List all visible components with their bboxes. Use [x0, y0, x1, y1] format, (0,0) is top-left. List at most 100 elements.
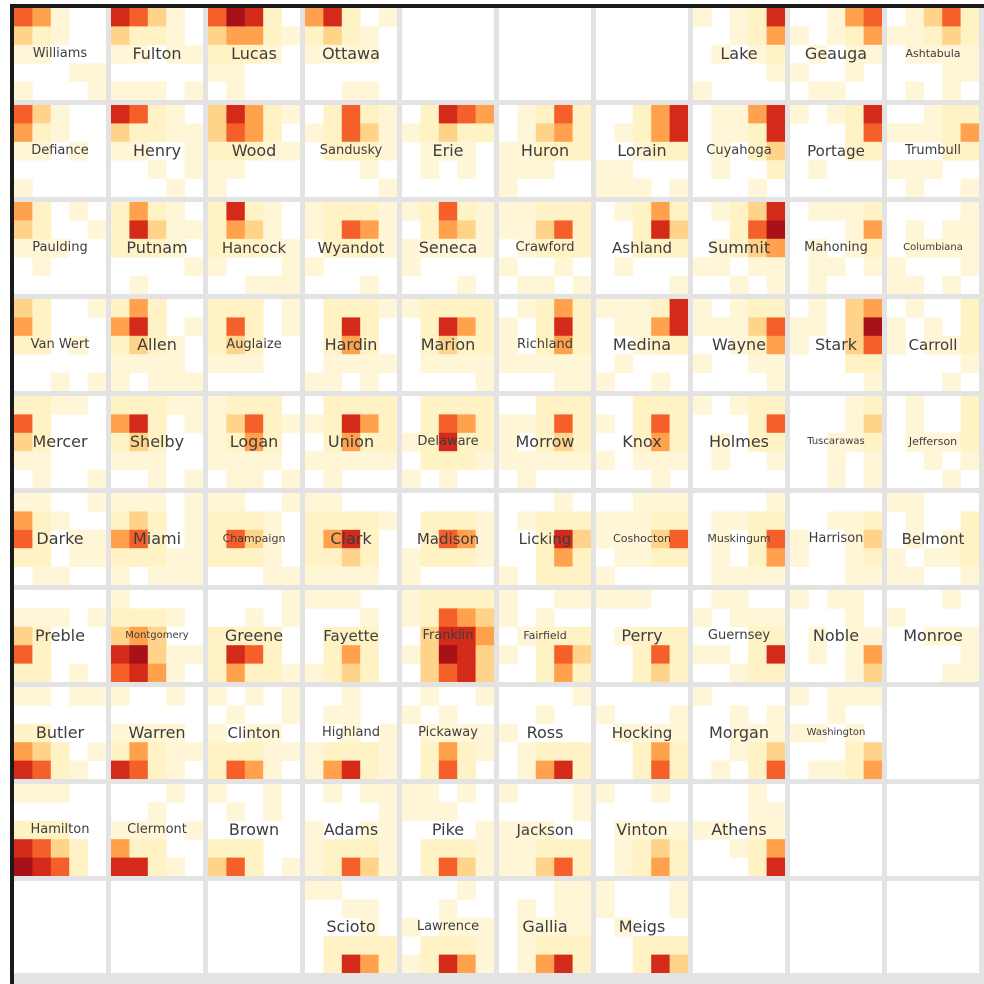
- heat-cell: [748, 142, 767, 161]
- heat-cell: [845, 664, 864, 682]
- tile-heatmap: [305, 396, 397, 488]
- heat-cell: [573, 354, 591, 373]
- heat-cell: [864, 142, 882, 161]
- heat-cell: [730, 220, 749, 239]
- heat-cell: [69, 202, 88, 221]
- heat-cell: [148, 470, 167, 488]
- heat-cell: [305, 881, 324, 900]
- heat-cell: [693, 687, 712, 706]
- heat-cell: [129, 239, 148, 258]
- heat-cell: [536, 761, 555, 779]
- heat-cell: [767, 45, 785, 64]
- heat-cell: [129, 105, 148, 124]
- county-tile: Hancock: [208, 202, 300, 294]
- heat-cell: [166, 8, 185, 27]
- heat-cell: [32, 511, 51, 530]
- heat-cell: [711, 202, 730, 221]
- heat-cell: [32, 608, 51, 627]
- heat-cell: [633, 821, 652, 840]
- heat-cell: [536, 567, 555, 585]
- heat-cell: [32, 8, 51, 27]
- heat-cell: [129, 664, 148, 682]
- heat-cell: [379, 511, 397, 530]
- heat-cell: [457, 276, 476, 294]
- heat-cell: [864, 336, 882, 355]
- heat-cell: [402, 239, 421, 258]
- heat-cell: [282, 742, 300, 761]
- county-tile: Preble: [14, 590, 106, 682]
- heat-cell: [148, 8, 167, 27]
- county-tile: Lorain: [596, 105, 688, 197]
- heat-cell: [536, 936, 555, 955]
- heat-cell: [148, 627, 167, 646]
- heat-cell: [651, 645, 670, 664]
- heat-cell: [379, 354, 397, 373]
- heat-cell: [476, 105, 494, 124]
- heat-cell: [323, 705, 342, 724]
- heat-cell: [420, 239, 439, 258]
- heat-cell: [14, 821, 33, 840]
- heat-cell: [226, 336, 245, 355]
- heat-cell: [245, 548, 264, 567]
- tile-heatmap: [790, 299, 882, 391]
- heat-cell: [420, 548, 439, 567]
- heat-cell: [808, 317, 827, 336]
- heat-cell: [360, 451, 379, 470]
- heat-cell: [185, 160, 203, 179]
- heat-cell: [961, 63, 979, 82]
- heat-cell: [439, 899, 458, 918]
- heat-cell: [730, 724, 749, 743]
- heat-cell: [845, 220, 864, 239]
- heat-cell: [282, 664, 300, 682]
- heat-cell: [476, 627, 494, 646]
- heat-cell: [573, 396, 591, 415]
- heat-cell: [342, 530, 361, 549]
- heat-cell: [554, 373, 573, 391]
- heat-cell: [208, 45, 227, 64]
- county-tile: Seneca: [402, 202, 494, 294]
- heat-cell: [111, 645, 130, 664]
- tile-heatmap: [693, 105, 785, 197]
- heat-cell: [323, 645, 342, 664]
- heat-cell: [129, 317, 148, 336]
- heat-cell: [748, 839, 767, 858]
- heat-cell: [748, 220, 767, 239]
- heat-cell: [633, 858, 652, 876]
- county-tile: Hardin: [305, 299, 397, 391]
- heat-cell: [32, 645, 51, 664]
- heat-cell: [633, 742, 652, 761]
- heat-cell: [185, 123, 203, 142]
- heat-cell: [942, 627, 961, 646]
- heat-cell: [379, 839, 397, 858]
- heat-cell: [111, 590, 130, 609]
- heat-cell: [633, 493, 652, 512]
- heat-cell: [439, 317, 458, 336]
- heat-cell: [614, 918, 633, 937]
- heat-cell: [14, 26, 33, 45]
- heat-cell: [263, 742, 282, 761]
- heat-cell: [536, 858, 555, 876]
- county-tile: Warren: [111, 687, 203, 779]
- heat-cell: [748, 627, 767, 646]
- heat-cell: [633, 724, 652, 743]
- heat-cell: [402, 705, 421, 724]
- heat-cell: [651, 493, 670, 512]
- heat-cell: [827, 687, 846, 706]
- heat-cell: [439, 142, 458, 161]
- heat-cell: [924, 26, 943, 45]
- heat-cell: [554, 590, 573, 609]
- tile-heatmap: [305, 687, 397, 779]
- heat-cell: [148, 354, 167, 373]
- heat-cell: [942, 142, 961, 161]
- heat-cell: [670, 220, 688, 239]
- heat-cell: [845, 336, 864, 355]
- county-tile: Jefferson: [887, 396, 979, 488]
- heat-cell: [185, 645, 203, 664]
- heat-cell: [499, 142, 518, 161]
- heat-cell: [748, 761, 767, 779]
- heat-cell: [767, 821, 785, 840]
- tile-heatmap: [693, 8, 785, 100]
- heat-cell: [342, 8, 361, 27]
- heat-cell: [808, 257, 827, 276]
- county-tile: Morgan: [693, 687, 785, 779]
